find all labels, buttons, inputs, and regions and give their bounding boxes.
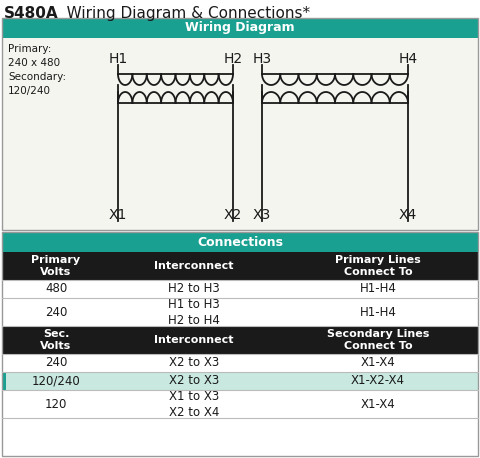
- Text: Wiring Diagram & Connections*: Wiring Diagram & Connections*: [52, 6, 310, 21]
- Text: X1 to X3
X2 to X4: X1 to X3 X2 to X4: [169, 389, 219, 419]
- Text: 240: 240: [45, 305, 67, 318]
- Bar: [2, 280, 478, 298]
- Text: H4: H4: [398, 52, 418, 66]
- Text: H1-H4: H1-H4: [360, 305, 396, 318]
- Bar: [2, 18, 478, 38]
- Text: X1: X1: [109, 208, 127, 222]
- Bar: [2, 390, 478, 418]
- Bar: [2, 18, 478, 230]
- Text: X1-X2-X4: X1-X2-X4: [351, 375, 405, 387]
- Bar: [2, 298, 478, 326]
- Text: X2 to X3: X2 to X3: [169, 375, 219, 387]
- Text: H1 to H3
H2 to H4: H1 to H3 H2 to H4: [168, 298, 220, 327]
- Bar: [2, 354, 478, 372]
- Bar: [2, 232, 478, 456]
- Bar: [2, 18, 478, 230]
- Text: X4: X4: [399, 208, 417, 222]
- Text: Primary:
240 x 480
Secondary:
120/240: Primary: 240 x 480 Secondary: 120/240: [8, 44, 66, 96]
- Text: H3: H3: [252, 52, 272, 66]
- Text: Secondary Lines
Connect To: Secondary Lines Connect To: [327, 329, 429, 351]
- Text: Primary Lines
Connect To: Primary Lines Connect To: [335, 255, 421, 277]
- Bar: [2, 372, 6, 390]
- Text: X3: X3: [253, 208, 271, 222]
- Text: H1-H4: H1-H4: [360, 283, 396, 295]
- Text: Wiring Diagram: Wiring Diagram: [185, 22, 295, 34]
- Text: 120/240: 120/240: [32, 375, 80, 387]
- Text: Interconnect: Interconnect: [154, 335, 234, 345]
- Text: X1-X4: X1-X4: [360, 356, 396, 370]
- Text: X2 to X3: X2 to X3: [169, 356, 219, 370]
- Text: H1: H1: [108, 52, 128, 66]
- Bar: [2, 252, 478, 280]
- Text: 120: 120: [45, 398, 67, 410]
- Text: Sec.
Volts: Sec. Volts: [40, 329, 72, 351]
- Text: Connections: Connections: [197, 235, 283, 249]
- Text: H2: H2: [223, 52, 242, 66]
- Text: 480: 480: [45, 283, 67, 295]
- Bar: [2, 232, 478, 456]
- Text: H2 to H3: H2 to H3: [168, 283, 220, 295]
- Bar: [2, 232, 478, 252]
- Text: S480A: S480A: [4, 6, 59, 21]
- Bar: [2, 326, 478, 354]
- Text: Primary
Volts: Primary Volts: [31, 255, 81, 277]
- Text: Interconnect: Interconnect: [154, 261, 234, 271]
- Text: X2: X2: [224, 208, 242, 222]
- Text: 240: 240: [45, 356, 67, 370]
- Text: X1-X4: X1-X4: [360, 398, 396, 410]
- Bar: [2, 372, 478, 390]
